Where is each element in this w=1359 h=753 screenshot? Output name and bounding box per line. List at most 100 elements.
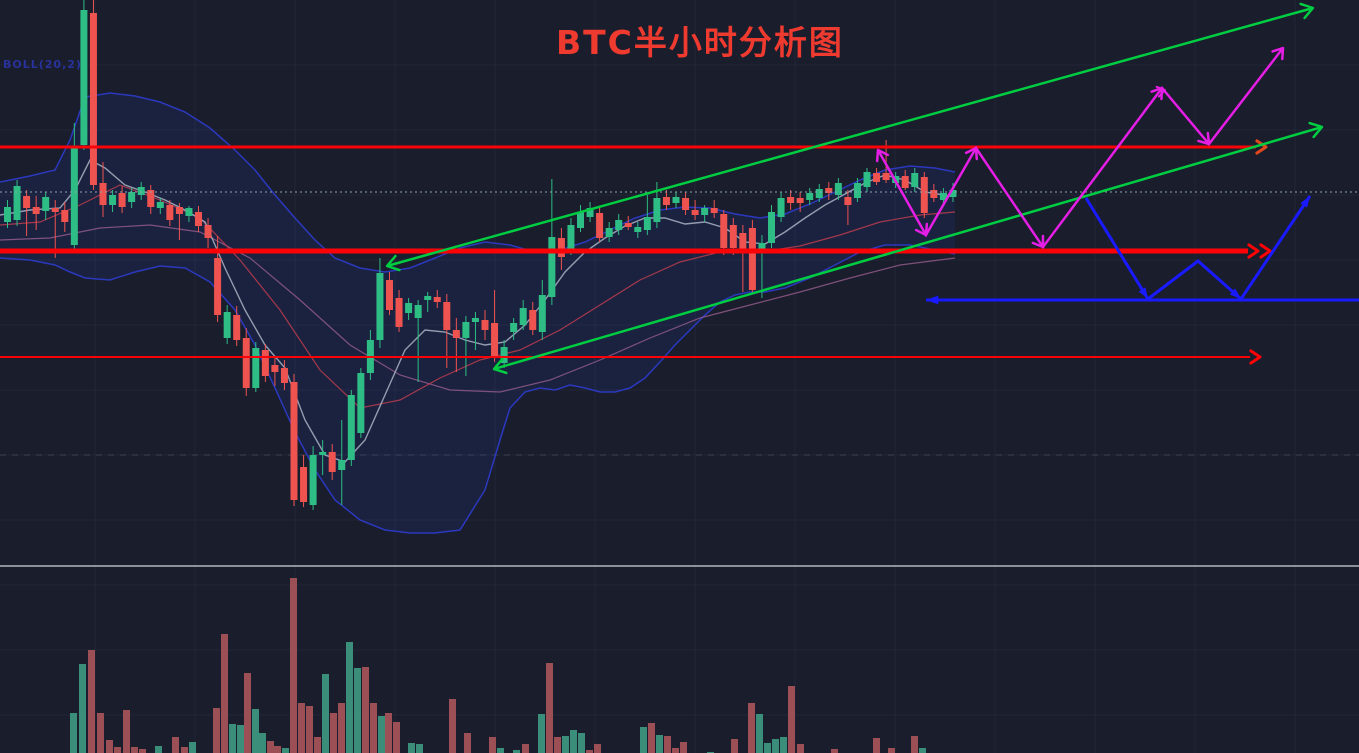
up-arrow-icon: [1300, 196, 1310, 208]
volume-bar: [393, 722, 400, 753]
volume-bar: [449, 699, 456, 753]
trend-channel-lines: [385, 2, 1324, 375]
volume-bar: [106, 740, 113, 753]
volume-bar: [229, 724, 236, 753]
candle-body: [280, 368, 288, 383]
candle-body: [99, 183, 107, 205]
chart-title: BTC半小时分析图: [556, 23, 844, 62]
volume-bar: [664, 736, 671, 753]
candle-body: [806, 193, 814, 200]
volume-bar: [362, 667, 369, 753]
candle-body: [223, 312, 231, 338]
volume-bar: [578, 733, 585, 753]
trend-line: [493, 125, 1323, 371]
volume-bar: [252, 709, 259, 753]
candle-body: [89, 13, 97, 185]
candle-body: [261, 350, 269, 376]
candle-body: [357, 373, 365, 433]
candle-body: [863, 172, 871, 187]
blue-projection-path: [926, 195, 1359, 305]
candle-body: [433, 297, 441, 302]
volume-bar: [385, 713, 392, 753]
volume-bar: [780, 737, 787, 753]
candle-body: [70, 148, 78, 245]
candle-body: [557, 238, 565, 257]
volume-bar: [267, 741, 274, 753]
volume-bar: [259, 733, 266, 753]
volume-bar: [408, 743, 415, 753]
candle-body: [61, 210, 69, 222]
candle-body: [233, 315, 241, 340]
candle-body: [4, 207, 11, 222]
volume-bar: [546, 663, 553, 753]
candle-body: [395, 298, 403, 327]
volume-bar: [640, 727, 647, 753]
candle-body: [605, 228, 613, 237]
volume-bar: [562, 736, 569, 753]
candlestick-series: [4, 0, 957, 510]
candle-body: [643, 217, 651, 230]
candle-body: [548, 237, 556, 297]
candle-body: [825, 188, 833, 193]
candle-body: [347, 395, 355, 460]
candle-body: [538, 295, 546, 332]
candle-body: [204, 225, 212, 238]
candle-body: [147, 190, 155, 207]
up-arrow-icon: [875, 148, 890, 163]
arrow-icon: [1197, 131, 1211, 146]
arrow-icon: [1031, 234, 1045, 249]
volume-bar: [513, 750, 520, 753]
up-arrow-icon: [1308, 121, 1324, 139]
candle-body: [853, 183, 861, 198]
candle-body: [615, 220, 623, 230]
candle-body: [156, 202, 164, 208]
candle-body: [920, 177, 928, 213]
down-arrow-icon: [385, 254, 401, 272]
volume-bar: [497, 748, 504, 753]
candle-body: [166, 205, 174, 220]
candle-body: [701, 208, 709, 215]
magenta-projection-path: [875, 46, 1285, 250]
support-resistance-lines: [0, 139, 1272, 365]
volume-bar: [338, 703, 345, 753]
candle-body: [577, 212, 584, 228]
candle-body: [51, 208, 59, 212]
candle-body: [424, 296, 432, 300]
candle-body: [214, 258, 222, 315]
candle-body: [414, 305, 422, 318]
volume-bar: [464, 733, 471, 753]
candle-body: [682, 198, 690, 210]
volume-bar: [888, 748, 895, 753]
candle-body: [300, 467, 308, 502]
volume-bar: [378, 716, 385, 753]
candle-body: [185, 208, 193, 216]
volume-bar: [538, 714, 545, 753]
down-arrow-icon: [492, 357, 508, 375]
candle-body: [596, 213, 604, 238]
candle-body: [653, 198, 661, 222]
candle-body: [491, 323, 499, 357]
volume-bar: [172, 737, 179, 753]
arrow-icon: [914, 222, 929, 237]
candle-body: [376, 273, 384, 340]
candle-body: [662, 197, 670, 205]
arrow-icon: [964, 146, 979, 161]
volume-bar: [346, 642, 353, 753]
candle-body: [42, 197, 50, 211]
bollinger-lower-line: [0, 244, 956, 534]
candle-body: [443, 302, 451, 330]
volume-bar: [919, 748, 926, 753]
bollinger-fill: [0, 93, 955, 533]
candle-body: [624, 223, 632, 227]
candle-body: [271, 365, 279, 372]
candle-body: [939, 193, 947, 200]
candle-body: [386, 280, 393, 310]
candle-body: [500, 347, 508, 363]
candle-body: [796, 198, 804, 203]
volume-bar: [237, 725, 244, 753]
candle-body: [128, 192, 136, 202]
volume-bar: [322, 674, 329, 753]
volume-bar: [522, 744, 529, 753]
